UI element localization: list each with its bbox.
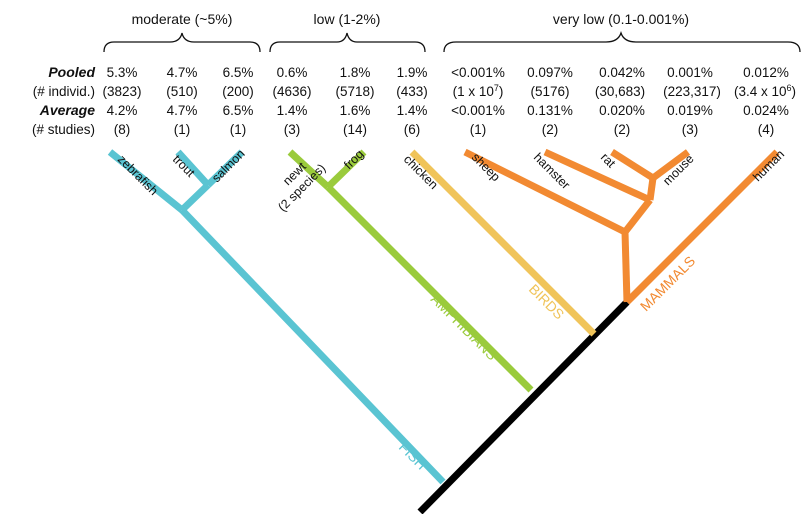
average-value: 0.020% xyxy=(599,103,645,118)
species-label-human: human xyxy=(750,147,787,184)
individuals-value: (3823) xyxy=(102,84,141,99)
studies-value: (6) xyxy=(404,122,421,137)
branch-fish-stem xyxy=(179,207,446,485)
category-moderate: moderate (~5%) xyxy=(132,11,233,27)
fish-clade xyxy=(107,149,446,485)
studies-value: (8) xyxy=(114,122,131,137)
individuals-value: (4636) xyxy=(272,84,311,99)
col-mouse: 0.001% (223,317) 0.019% (3) xyxy=(663,65,721,137)
studies-value: (1) xyxy=(470,122,487,137)
col-human: 0.012% (3.4 x 106) 0.024% (4) xyxy=(734,65,796,137)
species-label-zebrafish: zebrafish xyxy=(115,152,161,198)
species-label-salmon: salmon xyxy=(209,147,247,185)
individuals-value: (30,683) xyxy=(595,84,645,99)
brace-moderate xyxy=(103,32,261,53)
individuals-value: (200) xyxy=(222,84,254,99)
branch-chicken xyxy=(409,149,597,337)
studies-value: (3) xyxy=(284,122,301,137)
trunk-branch xyxy=(417,299,630,514)
row-label-pooled: Pooled xyxy=(48,64,95,80)
species-label-trout: trout xyxy=(170,152,198,180)
col-sheep: <0.001% (1 x 107) <0.001% (1) xyxy=(451,65,505,137)
average-value: 0.131% xyxy=(527,103,573,118)
branch-frog xyxy=(325,149,367,190)
individuals-value: (223,317) xyxy=(663,84,721,99)
row-label-individuals: (# individ.) xyxy=(33,84,95,99)
branch-mammal-stem xyxy=(621,231,631,303)
pooled-value: <0.001% xyxy=(451,65,505,80)
pooled-value: 0.012% xyxy=(743,65,789,80)
col-salmon: 6.5% (200) 6.5% (1) xyxy=(222,65,254,137)
pooled-value: 4.7% xyxy=(167,65,198,80)
pooled-value: 0.097% xyxy=(527,65,573,80)
branch-mouse xyxy=(650,149,691,181)
col-rat: 0.042% (30,683) 0.020% (2) xyxy=(595,65,645,137)
pooled-value: 0.001% xyxy=(667,65,713,80)
individuals-value: (433) xyxy=(396,84,428,99)
individuals-value: (5718) xyxy=(335,84,374,99)
pooled-value: 0.042% xyxy=(599,65,645,80)
branch-rodent-stem xyxy=(622,197,653,235)
col-chicken: 1.9% (433) 1.4% (6) xyxy=(396,65,428,137)
branch-trout xyxy=(175,149,211,188)
average-value: 0.024% xyxy=(743,103,789,118)
average-value: 1.4% xyxy=(277,103,308,118)
col-newt: 0.6% (4636) 1.4% (3) xyxy=(272,65,311,137)
phylogenetic-tree xyxy=(107,148,780,514)
studies-value: (3) xyxy=(682,122,699,137)
category-low: low (1-2%) xyxy=(314,11,381,27)
amphibian-clade xyxy=(287,149,534,393)
average-value: <0.001% xyxy=(451,103,505,118)
pooled-value: 6.5% xyxy=(223,65,254,80)
studies-value: (2) xyxy=(542,122,559,137)
mammal-clade xyxy=(463,148,780,305)
group-label-amphibians: AMPHIBIANS xyxy=(428,291,500,363)
brace-very-low xyxy=(443,30,801,53)
branch-rat xyxy=(610,149,655,181)
studies-value: (4) xyxy=(758,122,775,137)
studies-value: (1) xyxy=(230,122,247,137)
studies-value: (14) xyxy=(343,122,367,137)
pooled-value: 1.8% xyxy=(340,65,371,80)
branch-rat-mouse xyxy=(646,177,657,201)
col-frog: 1.8% (5718) 1.6% (14) xyxy=(335,65,374,137)
studies-value: (1) xyxy=(174,122,191,137)
branch-sheep xyxy=(463,148,627,236)
branch-amphibian-stem xyxy=(325,184,534,393)
row-label-average: Average xyxy=(39,102,95,118)
branch-human xyxy=(624,149,780,305)
individuals-value: (3.4 x 106) xyxy=(734,83,796,99)
studies-value: (2) xyxy=(614,122,631,137)
category-very-low: very low (0.1-0.001%) xyxy=(553,11,689,27)
average-value: 0.019% xyxy=(667,103,713,118)
brace-low xyxy=(269,32,426,53)
individuals-value: (510) xyxy=(166,84,198,99)
col-zebrafish: 5.3% (3823) 4.2% (8) xyxy=(102,65,141,137)
pooled-value: 0.6% xyxy=(277,65,308,80)
branch-zebrafish xyxy=(107,149,185,213)
branch-salmon xyxy=(205,149,245,188)
col-hamster: 0.097% (5176) 0.131% (2) xyxy=(527,65,573,137)
pooled-value: 5.3% xyxy=(107,65,138,80)
branch-trout-salmon xyxy=(179,182,211,213)
average-value: 6.5% xyxy=(223,103,254,118)
row-label-studies: (# studies) xyxy=(32,122,95,137)
average-value: 1.4% xyxy=(397,103,428,118)
branch-hamster xyxy=(543,148,652,204)
average-value: 4.7% xyxy=(167,103,198,118)
individuals-value: (5176) xyxy=(530,84,569,99)
average-value: 1.6% xyxy=(340,103,371,118)
col-trout: 4.7% (510) 4.7% (1) xyxy=(166,65,198,137)
average-value: 4.2% xyxy=(107,103,138,118)
pooled-value: 1.9% xyxy=(397,65,428,80)
individuals-value: (1 x 107) xyxy=(453,83,504,99)
species-labels: zebrafish trout salmon newt (2 species) … xyxy=(115,147,787,215)
branch-newt xyxy=(287,149,331,190)
